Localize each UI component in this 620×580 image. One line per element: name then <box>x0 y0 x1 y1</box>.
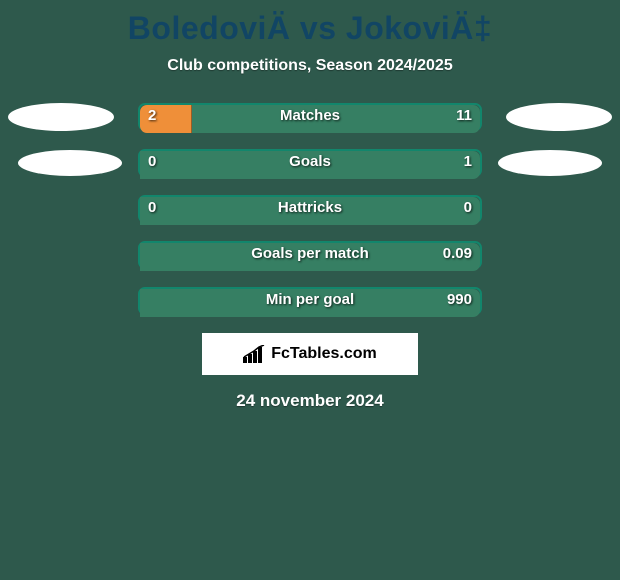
bar-segment-right <box>140 289 480 317</box>
player2-photo-bottom <box>498 150 602 176</box>
page-title: BoledoviÄ vs JokoviÄ‡ <box>0 0 620 47</box>
value-left: 0 <box>148 153 156 170</box>
stat-row: Goals per match0.09 <box>138 241 482 269</box>
player2-photo-top <box>506 103 612 131</box>
bar-track <box>138 149 482 177</box>
bar-track <box>138 287 482 315</box>
bar-track <box>138 103 482 131</box>
value-right: 11 <box>456 107 472 124</box>
player1-photo-bottom <box>18 150 122 176</box>
chart-area: Matches211Goals01Hattricks00Goals per ma… <box>0 103 620 315</box>
bar-track <box>138 195 482 223</box>
bar-segment-right <box>140 151 480 179</box>
stat-row: Min per goal990 <box>138 287 482 315</box>
value-left: 2 <box>148 107 156 124</box>
stat-row: Matches211 <box>138 103 482 131</box>
brand-chart-icon <box>243 345 265 363</box>
value-right: 1 <box>464 153 472 170</box>
subtitle: Club competitions, Season 2024/2025 <box>0 57 620 75</box>
value-right: 990 <box>447 291 472 308</box>
bar-segment-right <box>140 197 480 225</box>
comparison-widget: BoledoviÄ vs JokoviÄ‡ Club competitions,… <box>0 0 620 580</box>
generated-date: 24 november 2024 <box>0 391 620 411</box>
bar-segment-right <box>140 243 480 271</box>
bar-track <box>138 241 482 269</box>
value-right: 0 <box>464 199 472 216</box>
brand-text: FcTables.com <box>271 345 377 363</box>
brand-box[interactable]: FcTables.com <box>202 333 418 375</box>
stat-row: Goals01 <box>138 149 482 177</box>
value-left: 0 <box>148 199 156 216</box>
player1-photo-top <box>8 103 114 131</box>
stat-row: Hattricks00 <box>138 195 482 223</box>
bar-segment-right <box>192 105 480 133</box>
value-right: 0.09 <box>443 245 472 262</box>
